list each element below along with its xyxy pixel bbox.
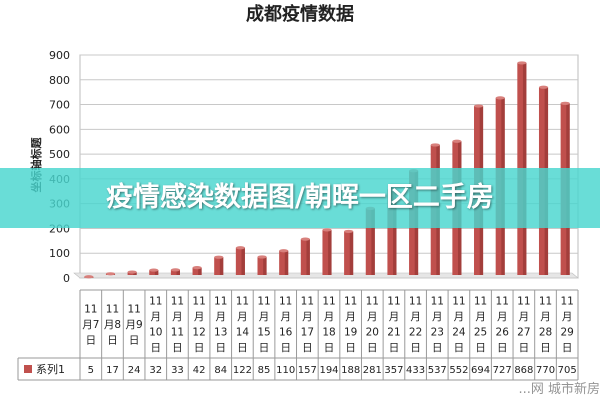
x-tick-label: 11 月 10 日	[149, 296, 162, 355]
x-tick-label: 11 月8 日	[104, 303, 121, 346]
bar	[344, 229, 354, 275]
x-tick-label: 11 月 20 日	[366, 296, 379, 355]
x-tick-label: 11 月7 日	[82, 303, 99, 346]
bar	[214, 255, 224, 275]
bar	[170, 268, 180, 275]
banner-text: 疫情感染数据图/朝晖一区二手房	[106, 182, 494, 213]
data-label: 17	[106, 365, 119, 376]
watermark: ...网 城市新房	[518, 382, 600, 397]
y-axis: 0100200300400500600700800900	[49, 49, 70, 285]
x-tick-label: 11 月 12 日	[192, 296, 205, 355]
y-tick-label: 100	[49, 247, 70, 260]
data-label: 42	[193, 365, 206, 376]
y-tick-label: 0	[63, 272, 70, 285]
bar	[84, 275, 94, 279]
data-label: 84	[214, 365, 227, 376]
bar	[300, 237, 310, 275]
x-tick-label: 11 月 25 日	[474, 296, 487, 355]
title-banner: 疫情感染数据图/朝晖一区二手房	[0, 168, 600, 228]
data-label: 32	[149, 365, 162, 376]
data-label: 157	[298, 365, 317, 376]
data-label: 868	[514, 365, 533, 376]
bar	[149, 268, 159, 275]
data-label: 694	[471, 365, 490, 376]
x-tick-label: 11 月 22 日	[409, 296, 422, 355]
y-tick-label: 600	[49, 123, 70, 136]
y-tick-label: 500	[49, 148, 70, 161]
bar	[322, 228, 332, 275]
bar	[127, 270, 137, 275]
data-label: 194	[319, 365, 338, 376]
x-tick-label: 11 月 11 日	[171, 296, 184, 355]
data-label: 705	[558, 365, 577, 376]
data-label: 24	[128, 365, 141, 376]
chart-title: 成都疫情数据	[246, 3, 354, 25]
data-label: 85	[258, 365, 271, 376]
x-tick-label: 11 月 17 日	[301, 296, 314, 355]
x-tick-label: 11 月 14 日	[236, 296, 250, 355]
x-tick-label: 11 月 29 日	[560, 296, 573, 355]
x-tick-label: 11 月9 日	[126, 303, 143, 346]
x-tick-label: 11 月 27 日	[517, 296, 530, 355]
data-label: 188	[341, 365, 360, 376]
data-label: 537	[428, 365, 447, 376]
x-tick-label: 11 月 23 日	[431, 296, 444, 355]
data-label: 357	[384, 365, 403, 376]
data-label: 727	[493, 365, 512, 376]
x-tick-label: 11 月 13 日	[214, 296, 227, 355]
x-tick-label: 11 月 15 日	[257, 296, 270, 355]
y-tick-label: 800	[49, 74, 70, 87]
bar	[105, 272, 116, 276]
data-label: 33	[171, 365, 184, 376]
x-tick-label: 11 月 18 日	[322, 296, 335, 355]
bar	[235, 246, 245, 275]
data-label: 552	[449, 365, 468, 376]
x-tick-label: 11 月 26 日	[496, 296, 510, 355]
x-tick-label: 11 月 16 日	[279, 296, 293, 355]
bar	[192, 265, 202, 275]
data-label: 122	[233, 365, 252, 376]
data-label: 281	[363, 365, 382, 376]
x-tick-label: 11 月 21 日	[387, 296, 400, 355]
x-tick-label: 11 月 28 日	[539, 296, 552, 355]
y-tick-label: 900	[49, 49, 70, 62]
legend-swatch	[24, 365, 32, 373]
data-label: 770	[536, 365, 555, 376]
data-label: 5	[88, 365, 94, 376]
bar	[257, 255, 267, 275]
x-tick-label: 11 月 19 日	[344, 296, 357, 355]
bar	[279, 249, 289, 275]
legend-label: 系列1	[36, 362, 65, 376]
x-tick-label: 11 月 24 日	[452, 296, 466, 355]
data-label: 110	[276, 365, 295, 376]
data-label: 433	[406, 365, 425, 376]
data-table: 11 月7 日 11 月8 日 11 月9 日 11 月 10 日 11 月 11 日 11 月 12 日 11 月 13 日 1…	[17, 289, 579, 381]
y-tick-label: 700	[49, 99, 70, 112]
